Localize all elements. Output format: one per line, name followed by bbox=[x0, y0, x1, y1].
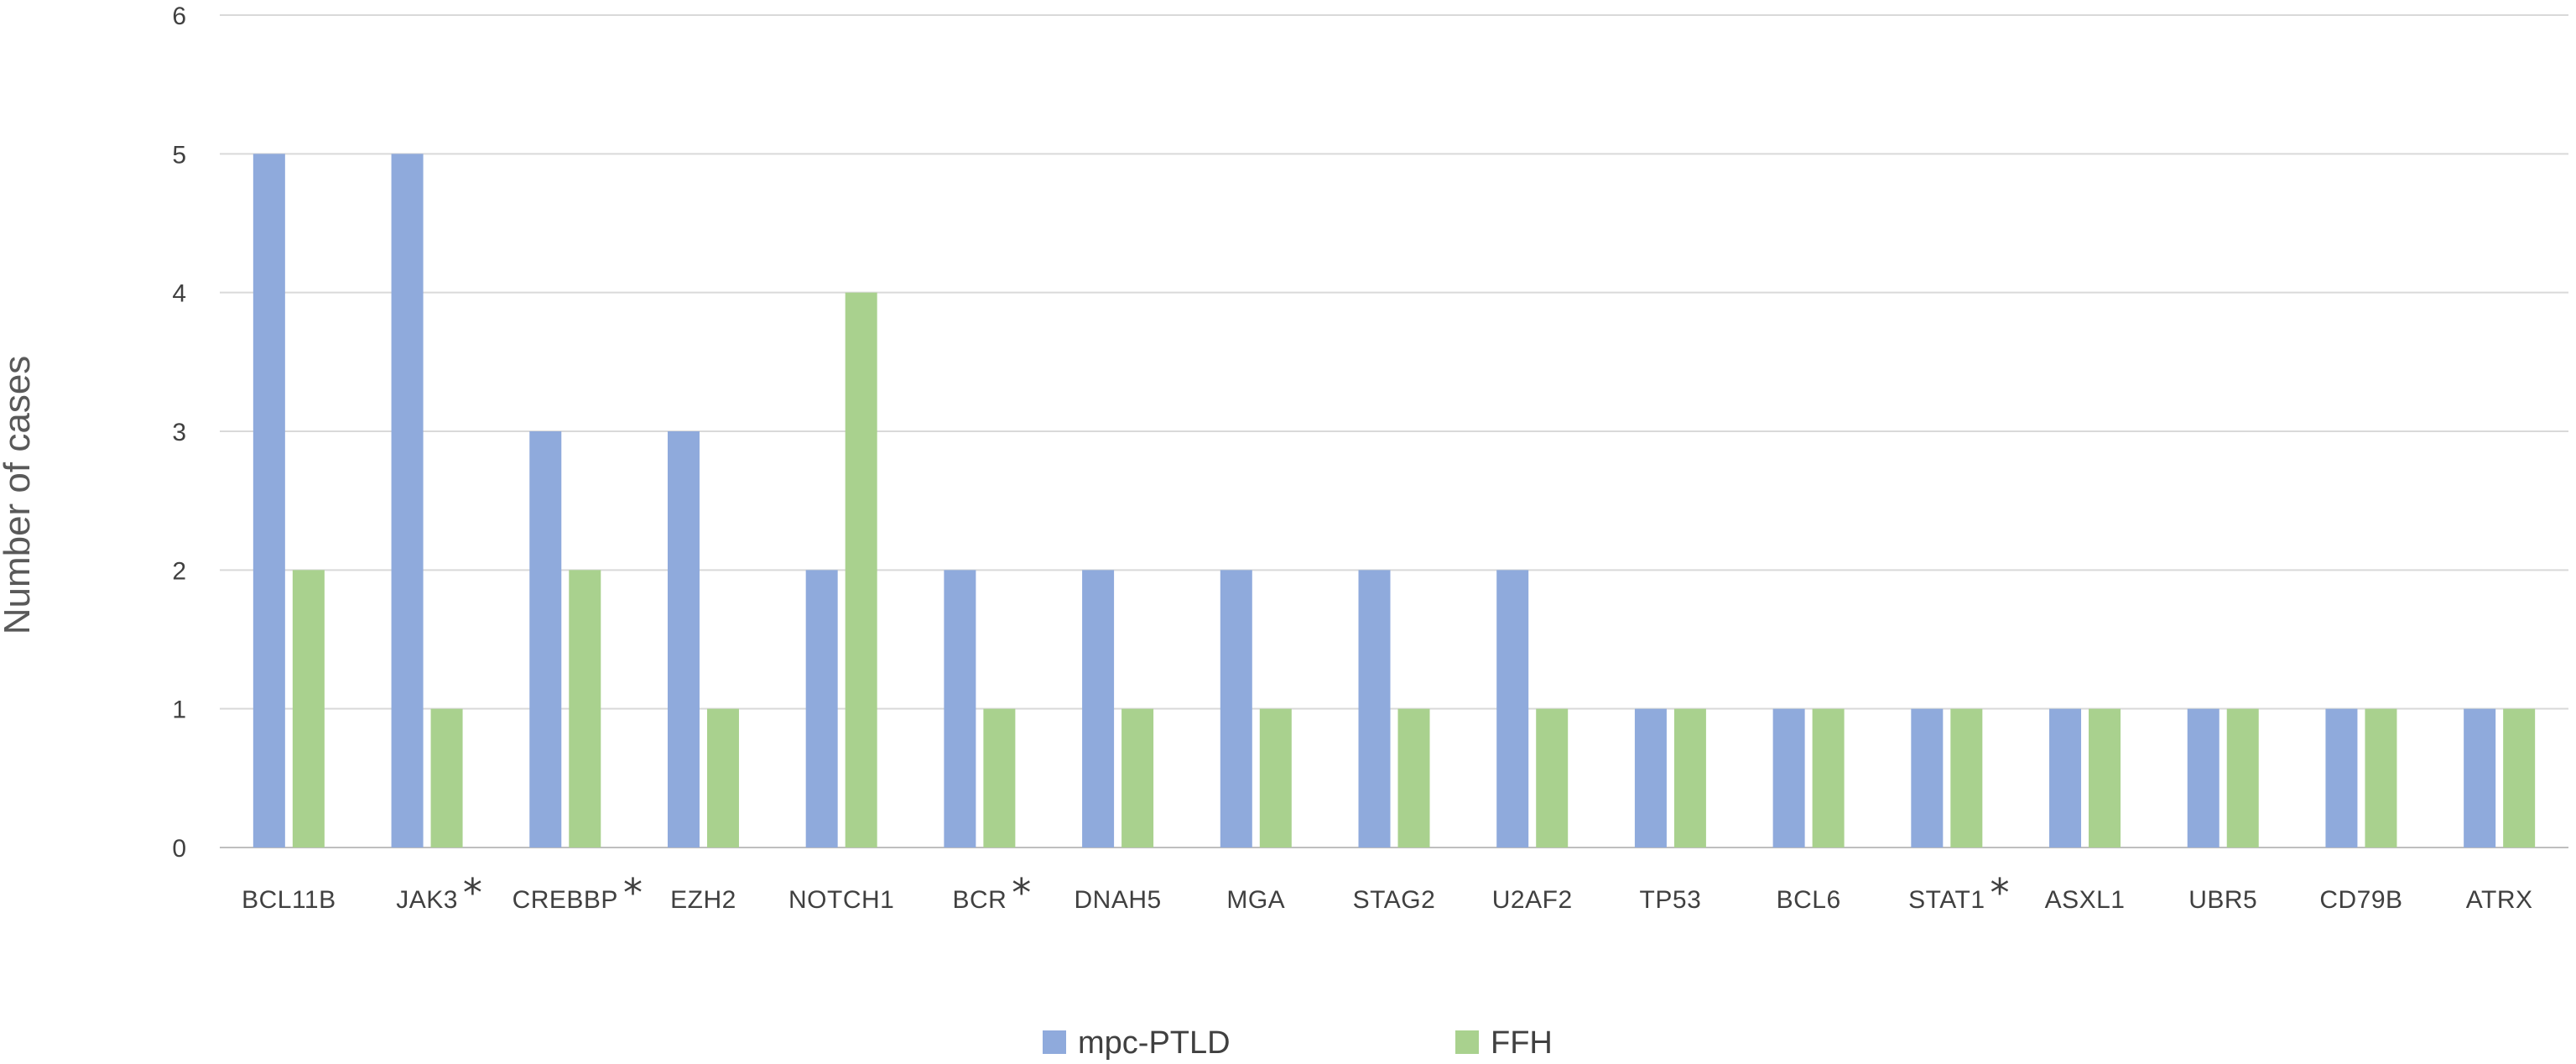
bar-ffh-cd79b bbox=[2365, 708, 2397, 848]
y-tick-label: 2 bbox=[172, 557, 186, 585]
bar-ffh-crebbp bbox=[569, 570, 601, 848]
legend-swatch bbox=[1455, 1030, 1479, 1054]
bar-mpc-ptld-asxl1 bbox=[2049, 708, 2082, 848]
bar-mpc-ptld-bcl11b bbox=[252, 154, 285, 848]
x-tick-label: ATRX bbox=[2466, 886, 2533, 914]
legend: mpc-PTLD FFH bbox=[1043, 1025, 1553, 1061]
significance-star: * bbox=[1991, 870, 2010, 915]
bar-ffh-mga bbox=[1259, 708, 1292, 848]
x-tick-label: BCL6 bbox=[1777, 886, 1841, 914]
x-tick-label: ASXL1 bbox=[2045, 886, 2126, 914]
bar-ffh-jak3 bbox=[430, 708, 463, 848]
bar-ffh-atrx bbox=[2503, 708, 2536, 848]
bar-mpc-ptld-u2af2 bbox=[1496, 570, 1529, 848]
bar-mpc-ptld-ubr5 bbox=[2187, 708, 2220, 848]
x-tick-label: TP53 bbox=[1640, 886, 1702, 914]
bar-mpc-ptld-atrx bbox=[2464, 708, 2496, 848]
bar-mpc-ptld-bcl6 bbox=[1772, 708, 1805, 848]
bar-ffh-ezh2 bbox=[706, 708, 739, 848]
bar-mpc-ptld-stat1 bbox=[1911, 708, 1944, 848]
bar-mpc-ptld-notch1 bbox=[805, 570, 838, 848]
x-tick-label: U2AF2 bbox=[1492, 886, 1573, 914]
x-tick-label: CD79B bbox=[2319, 886, 2402, 914]
bar-ffh-bcl11b bbox=[292, 570, 325, 848]
bar-ffh-bcr bbox=[983, 708, 1016, 848]
bar-ffh-tp53 bbox=[1673, 708, 1706, 848]
bar-ffh-u2af2 bbox=[1536, 708, 1569, 848]
legend-label: mpc-PTLD bbox=[1078, 1025, 1231, 1061]
y-axis-ticks: 0 1 2 3 4 5 6 bbox=[172, 3, 186, 863]
x-tick-label: CREBBP bbox=[513, 886, 618, 914]
bar-ffh-stat1 bbox=[1950, 708, 1983, 848]
y-axis-label: Number of cases bbox=[0, 356, 38, 635]
x-tick-label: BCL11B bbox=[242, 886, 336, 914]
legend-label: FFH bbox=[1491, 1025, 1553, 1061]
bar-ffh-ubr5 bbox=[2226, 708, 2259, 848]
significance-star: * bbox=[463, 870, 482, 915]
bar-mpc-ptld-bcr bbox=[944, 570, 976, 848]
bar-mpc-ptld-crebbp bbox=[529, 431, 562, 848]
bar-mpc-ptld-mga bbox=[1220, 570, 1252, 848]
bar-ffh-notch1 bbox=[845, 292, 877, 848]
significance-star: * bbox=[623, 870, 643, 915]
x-axis-labels: BCL11B JAK3 * CREBBP * EZH2 NOTCH1 BCR * DNAH5 MGA… bbox=[242, 870, 2532, 915]
y-tick-label: 4 bbox=[172, 280, 186, 308]
x-tick-label: STAT1 bbox=[1908, 886, 1985, 914]
bar-ffh-dnah5 bbox=[1121, 708, 1154, 848]
x-tick-label: UBR5 bbox=[2188, 886, 2257, 914]
x-tick-label: NOTCH1 bbox=[788, 886, 894, 914]
bar-mpc-ptld-ezh2 bbox=[667, 431, 700, 848]
y-tick-label: 3 bbox=[172, 419, 186, 446]
bar-mpc-ptld-tp53 bbox=[1634, 708, 1667, 848]
x-tick-label: DNAH5 bbox=[1074, 886, 1161, 914]
legend-swatch bbox=[1043, 1030, 1066, 1054]
bar-mpc-ptld-stag2 bbox=[1358, 570, 1391, 848]
x-tick-label: BCR bbox=[952, 886, 1007, 914]
bar-mpc-ptld-cd79b bbox=[2325, 708, 2358, 848]
bar-mpc-ptld-jak3 bbox=[391, 154, 424, 848]
x-tick-label: EZH2 bbox=[670, 886, 736, 914]
bars bbox=[252, 154, 2536, 848]
y-tick-label: 5 bbox=[172, 141, 186, 169]
bar-mpc-ptld-dnah5 bbox=[1082, 570, 1115, 848]
gridlines bbox=[220, 14, 2568, 848]
bar-ffh-asxl1 bbox=[2089, 708, 2121, 848]
bar-ffh-bcl6 bbox=[1812, 708, 1845, 848]
x-tick-label: JAK3 bbox=[396, 886, 458, 914]
bar-ffh-stag2 bbox=[1397, 708, 1430, 848]
y-tick-label: 6 bbox=[172, 3, 186, 30]
x-tick-label: STAG2 bbox=[1353, 886, 1436, 914]
y-tick-label: 1 bbox=[172, 696, 186, 724]
y-tick-label: 0 bbox=[172, 835, 186, 863]
x-tick-label: MGA bbox=[1226, 886, 1285, 914]
significance-star: * bbox=[1012, 870, 1031, 915]
